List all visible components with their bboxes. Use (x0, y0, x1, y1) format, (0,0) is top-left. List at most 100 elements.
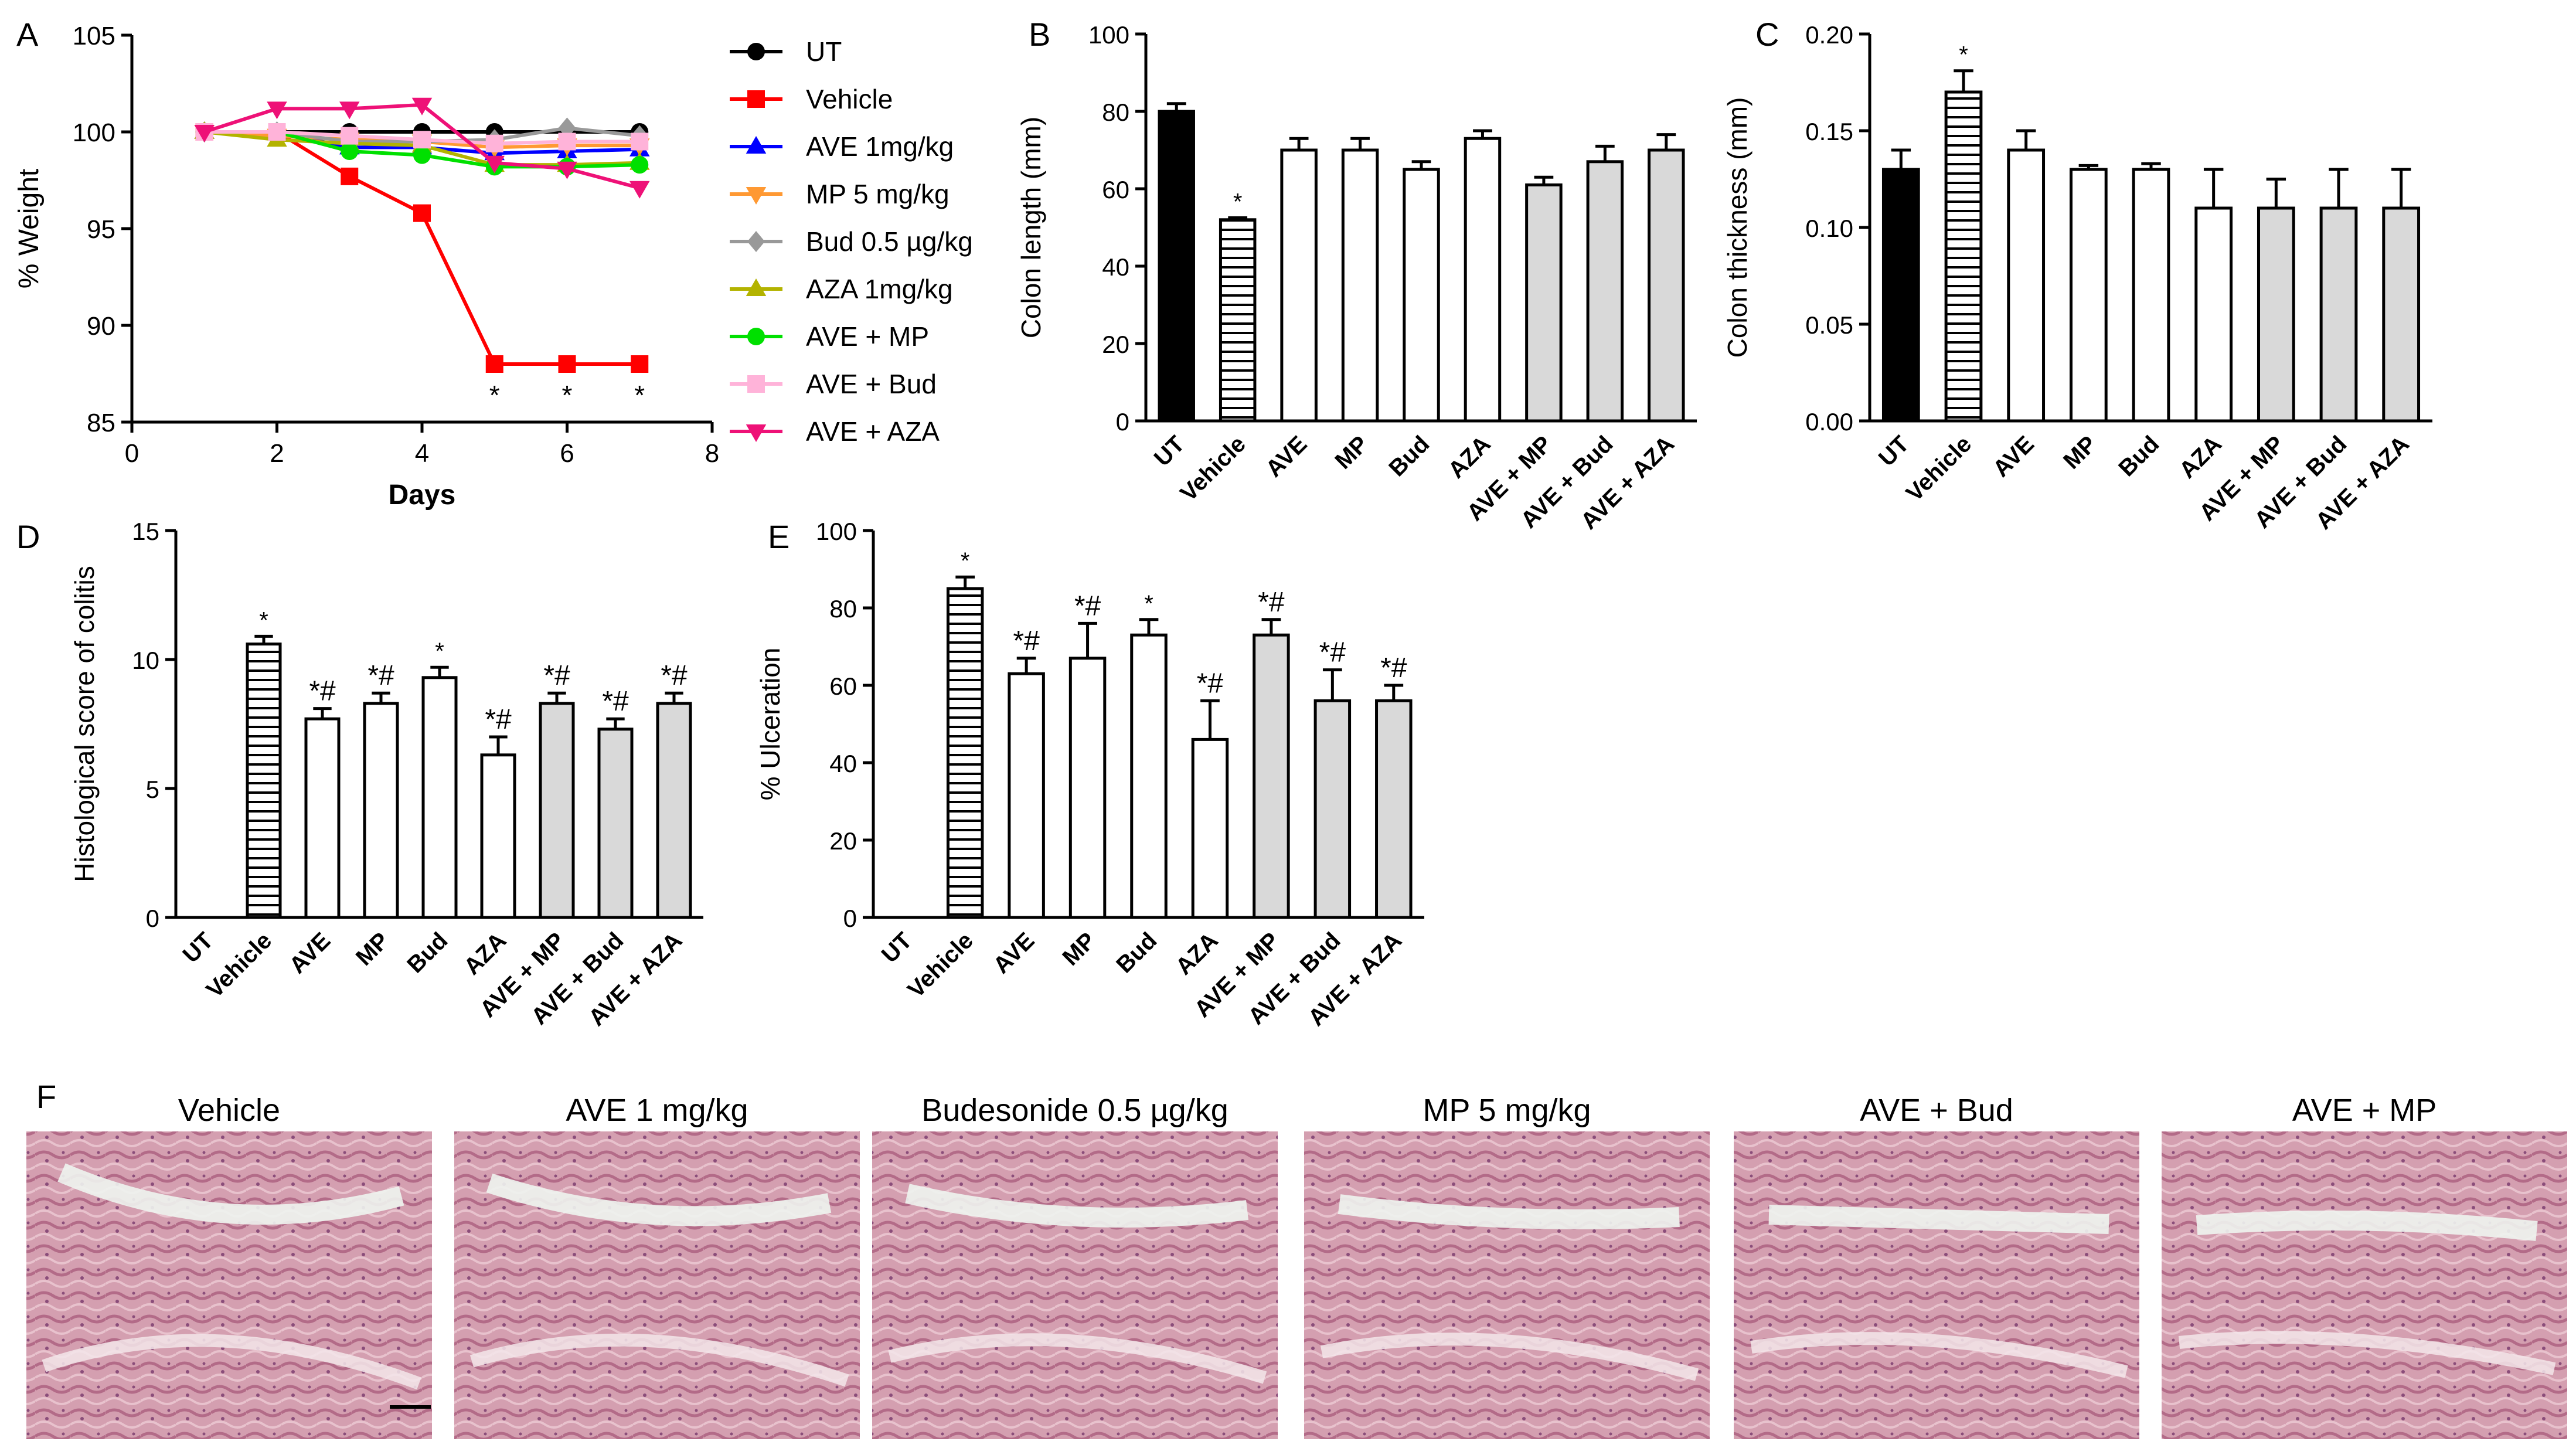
histology-image-budesonide-0-5-g-kg (872, 1131, 1278, 1439)
panel-d-significance-mp: *# (367, 660, 394, 691)
panel-b-bar-aza (1464, 137, 1502, 423)
panel-c-bar-ut (1881, 168, 1920, 423)
panel-d-bar-vehicle (246, 643, 282, 919)
panel-b-y-tick-label: 100 (1088, 21, 1129, 49)
panel-e-category-label-ave: AVE (988, 927, 1039, 978)
panel-a-point-vehicle (485, 355, 503, 373)
panel-b-y-tick-label: 80 (1102, 98, 1129, 126)
panel-a-point-ave-aza (194, 125, 215, 142)
panel-d-significance-aza: *# (485, 704, 512, 735)
panel-a-y-tick-label: 105 (73, 22, 115, 50)
panel-d-bar-ave-mp (539, 702, 575, 919)
panel-d-bar-ave (304, 717, 341, 919)
histology-muscle-band-vehicle (42, 1334, 421, 1390)
histology-image-ave-mp (2162, 1131, 2567, 1439)
panel-d-category-label-ave: AVE (284, 927, 335, 978)
legend-label-bud-0-5-g-kg: Bud 0.5 µg/kg (806, 226, 973, 257)
panel-b-bar-ave-mp (1525, 183, 1563, 423)
legend-marker-ut (747, 43, 765, 60)
legend-label-ave-1mg-kg: AVE 1mg/kg (806, 131, 954, 162)
panel-a-x-tick-label: 6 (560, 439, 574, 468)
panel-d-significance-ave: *# (309, 676, 336, 707)
panel-a-point-ave-mp (631, 156, 649, 174)
histology-muscle-band-ave-1-mg-kg (469, 1333, 849, 1387)
panel-letter-c: C (1755, 16, 1779, 53)
panel-b-y-tick-label: 20 (1102, 331, 1129, 358)
panel-a-x-tick-label: 2 (270, 439, 284, 468)
panel-a-x-tick-label: 8 (705, 439, 719, 468)
panel-letter-a: A (16, 16, 39, 53)
panel-e-y-axis-label: % Ulceration (755, 648, 785, 801)
panel-e-significance-bud: * (1144, 591, 1153, 617)
histology-lumen-ave-mp (2196, 1211, 2538, 1241)
panel-c-bar-aza (2194, 206, 2233, 423)
panel-e-significance-vehicle: * (961, 548, 970, 574)
panel-a-point-ave-mp (413, 146, 431, 164)
histology-label-mp-5-mg-kg: MP 5 mg/kg (1423, 1093, 1591, 1128)
panel-d-y-tick-label: 0 (146, 905, 159, 932)
legend-marker-mp-5-mg-kg (746, 187, 767, 205)
panel-d-y-tick-label: 5 (146, 776, 159, 803)
panel-e-bar-ave-mp (1253, 633, 1290, 919)
histology-lumen-mp-5-mg-kg (1338, 1194, 1680, 1229)
marks-layer (26, 43, 2567, 1439)
panel-c-category-label-mp: MP (2058, 431, 2102, 474)
panel-e-y-tick-label: 40 (829, 750, 857, 777)
legend-marker-ave-mp (747, 328, 765, 345)
panel-b-bar-ave (1280, 148, 1318, 423)
panel-c-y-tick-label: 0.05 (1805, 311, 1853, 339)
histology-muscle-band-ave-mp (2178, 1331, 2556, 1375)
histology-lumen-budesonide-0-5-g-kg (905, 1184, 1249, 1228)
panel-b-bar-ut (1158, 110, 1195, 423)
histology-lumen-ave-bud (1768, 1205, 2109, 1234)
panel-e-bar-bud (1130, 633, 1168, 919)
panel-c-y-tick-label: 0.10 (1805, 215, 1853, 242)
histology-muscle-band-ave-bud (1750, 1332, 2128, 1378)
panel-a-point-ave-aza (557, 161, 577, 179)
panel-letter-b: B (1029, 16, 1050, 53)
panel-e-bar-vehicle (946, 587, 984, 919)
panel-b-category-label-vehicle: Vehicle (1175, 431, 1251, 507)
panel-c-bar-vehicle (1944, 90, 1983, 423)
panel-d-bar-ave-bud (597, 728, 634, 919)
legend-marker-ave-bud (747, 375, 765, 393)
panel-e-significance-ave-bud: *# (1319, 637, 1346, 668)
panel-a-point-ave-aza (629, 181, 650, 199)
panel-d-category-label-bud: Bud (402, 927, 452, 978)
panel-c-y-axis-label: Colon thickness (mm) (1722, 97, 1753, 358)
panel-a-point-ave-aza (411, 97, 433, 115)
panel-e-y-tick-label: 100 (816, 518, 857, 545)
panel-a-point-ave-aza (339, 101, 360, 120)
panel-b-y-tick-label: 0 (1116, 408, 1129, 436)
legend-marker-vehicle (747, 90, 765, 108)
legend-marker-ave-1mg-kg (746, 136, 767, 154)
panel-a-point-vehicle (413, 204, 431, 222)
panel-a-significance-mark: * (489, 380, 500, 410)
panel-a-point-ave-bud (341, 127, 359, 145)
histology-lumen-vehicle (57, 1163, 404, 1225)
panel-d-category-label-vehicle: Vehicle (202, 927, 277, 1003)
panel-e-bar-ave-bud (1313, 699, 1352, 919)
panel-a-point-ave-aza (267, 101, 287, 120)
panel-e-category-label-ut: UT (877, 927, 917, 968)
histology-label-ave-mp: AVE + MP (2292, 1093, 2437, 1128)
panel-a-y-tick-label: 95 (87, 215, 115, 244)
panel-a-y-tick-label: 100 (73, 118, 115, 147)
panel-letter-f: F (36, 1078, 56, 1115)
panel-b-bar-mp (1341, 148, 1379, 423)
panel-e-y-tick-label: 0 (843, 905, 857, 932)
panel-a-y-tick-label: 85 (87, 409, 115, 437)
panel-e-significance-ave: *# (1013, 626, 1040, 657)
panel-a-point-ave-bud (558, 132, 576, 151)
panel-d-category-label-aza: AZA (459, 927, 511, 980)
panel-d-significance-ave-bud: *# (602, 686, 629, 717)
panel-d-bar-mp (363, 702, 399, 919)
histology-muscle-band-budesonide-0-5-g-kg (888, 1333, 1267, 1384)
panel-c-category-label-aza: AZA (2175, 431, 2227, 483)
histology-muscle-band-mp-5-mg-kg (1320, 1333, 1699, 1381)
panel-c-bar-mp (2069, 168, 2108, 423)
panel-b-bar-vehicle (1219, 218, 1257, 423)
panel-a-significance-mark: * (634, 380, 645, 410)
panel-b-y-tick-label: 60 (1102, 176, 1129, 203)
